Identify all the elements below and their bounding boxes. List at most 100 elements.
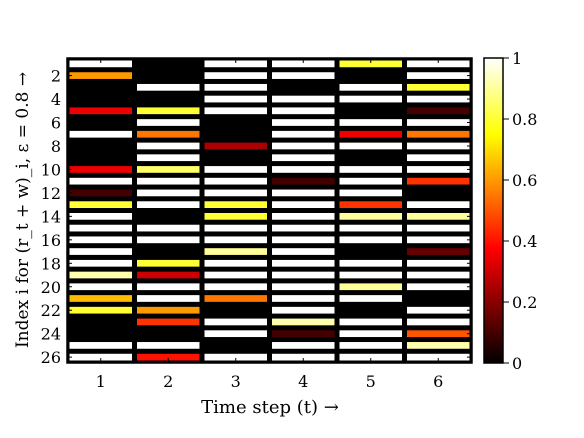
heatmap-cell: [272, 271, 335, 279]
heatmap-cell: [272, 283, 335, 291]
heatmap-cell: [204, 166, 267, 173]
heatmap-cell: [69, 60, 132, 68]
heatmap-cell: [137, 130, 200, 138]
heatmap-cell: [69, 353, 132, 361]
heatmap-cells: [67, 58, 472, 363]
y-tick-label: 20: [41, 278, 61, 297]
heatmap-cell: [407, 166, 470, 173]
heatmap-cell: [407, 224, 470, 232]
heatmap-cell: [339, 236, 402, 244]
heatmap-cell: [137, 318, 200, 326]
heatmap-cell: [204, 318, 267, 326]
x-tick-label: 2: [163, 372, 173, 391]
heatmap-cell: [407, 353, 470, 361]
heatmap-cell: [204, 271, 267, 279]
heatmap-cell: [137, 189, 200, 197]
heatmap-cell: [69, 342, 132, 349]
x-tick-label: 3: [231, 372, 241, 391]
heatmap-cell: [407, 72, 470, 79]
heatmap-cell: [407, 95, 470, 103]
heatmap-cell: [204, 83, 267, 91]
heatmap-cell: [69, 166, 132, 173]
heatmap-cell: [339, 60, 402, 68]
heatmap-cell: [272, 330, 335, 338]
heatmap-cell: [339, 259, 402, 267]
heatmap-cell: [69, 177, 132, 185]
heatmap-cell: [204, 353, 267, 361]
heatmap-cell: [204, 95, 267, 103]
heatmap-cell: [272, 201, 335, 208]
y-tick-label: 26: [41, 348, 61, 367]
heatmap-cell: [272, 306, 335, 314]
heatmap-cell: [137, 271, 200, 279]
heatmap-cell: [137, 295, 200, 302]
heatmap-cell: [407, 248, 470, 255]
heatmap-cell: [272, 142, 335, 150]
heatmap-cell: [204, 142, 267, 150]
heatmap-cell: [407, 177, 470, 185]
heatmap-cell: [272, 130, 335, 138]
heatmap-cell: [339, 130, 402, 138]
x-tick-label: 6: [433, 372, 443, 391]
heatmap-cell: [69, 306, 132, 314]
heatmap-cell: [137, 142, 200, 150]
heatmap-cell: [339, 166, 402, 173]
y-tick-label: 16: [41, 231, 61, 250]
heatmap-cell: [137, 353, 200, 361]
heatmap-cell: [407, 130, 470, 138]
y-tick-label: 10: [41, 160, 61, 179]
heatmap-cell: [204, 283, 267, 291]
heatmap-cell: [407, 259, 470, 267]
plot-background: [67, 58, 472, 363]
heatmap-cell: [339, 353, 402, 361]
heatmap-cell: [407, 318, 470, 326]
heatmap-cell: [339, 177, 402, 185]
heatmap-cell: [339, 119, 402, 126]
colorbar-tick-label: 0.6: [512, 171, 537, 190]
heatmap-cell: [272, 95, 335, 103]
heatmap-cell: [137, 201, 200, 208]
heatmap-cell: [407, 154, 470, 162]
heatmap-cell: [339, 201, 402, 208]
y-tick-label: 8: [51, 137, 61, 156]
heatmap-cell: [272, 119, 335, 126]
heatmap-cell: [272, 259, 335, 267]
heatmap-cell: [339, 283, 402, 291]
heatmap-cell: [204, 248, 267, 255]
colorbar-tick-label: 0.2: [512, 293, 537, 312]
heatmap-cell: [339, 271, 402, 279]
heatmap-cell: [272, 295, 335, 302]
y-tick-label: 22: [41, 301, 61, 320]
heatmap-cell: [407, 306, 470, 314]
heatmap-cell: [204, 72, 267, 79]
heatmap-cell: [339, 83, 402, 91]
heatmap-cell: [272, 189, 335, 197]
heatmap-cell: [137, 259, 200, 267]
heatmap-cell: [339, 318, 402, 326]
heatmap-cell: [272, 236, 335, 244]
heatmap-cell: [339, 342, 402, 349]
heatmap-cell: [272, 107, 335, 115]
x-axis-ticks: 1 2 3 4 5 6: [96, 58, 443, 391]
heatmap-cell: [272, 72, 335, 79]
heatmap-cell: [407, 283, 470, 291]
heatmap-cell: [137, 236, 200, 244]
heatmap-cell: [339, 213, 402, 220]
heatmap-cell: [69, 259, 132, 267]
heatmap-cell: [204, 60, 267, 68]
heatmap-cell: [407, 236, 470, 244]
y-tick-label: 24: [41, 325, 61, 344]
heatmap-cell: [272, 213, 335, 220]
colorbar-tick-label: 0: [512, 354, 522, 373]
heatmap-cell: [407, 60, 470, 68]
heatmap-cell: [69, 130, 132, 138]
heatmap-cell: [339, 95, 402, 103]
heatmap-cell: [204, 189, 267, 197]
y-tick-label: 4: [51, 90, 61, 109]
heatmap-cell: [272, 224, 335, 232]
heatmap-cell: [204, 236, 267, 244]
colorbar: [483, 57, 504, 364]
heatmap-cell: [407, 342, 470, 349]
heatmap-cell: [137, 224, 200, 232]
heatmap-cell: [272, 342, 335, 349]
